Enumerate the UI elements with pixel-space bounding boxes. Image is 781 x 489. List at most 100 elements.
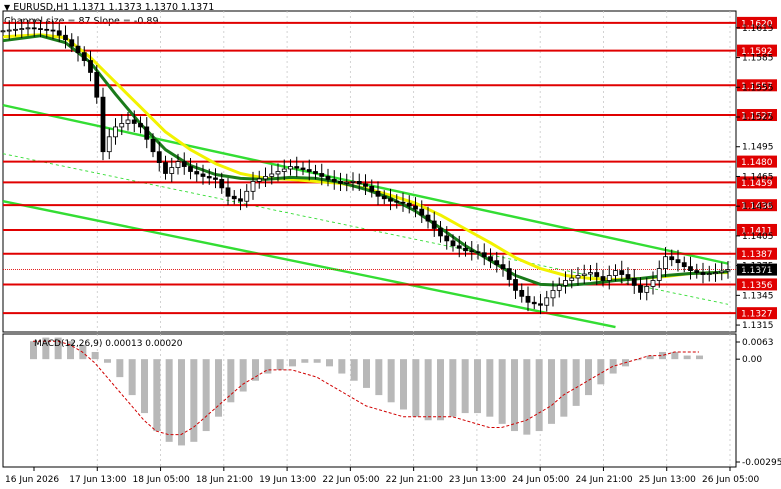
candle-body: [619, 270, 625, 275]
symbol-header: ▼ EURUSD,H1 1.1371 1.1373 1.1370 1.1371: [4, 2, 214, 13]
candle-body: [350, 181, 356, 183]
candle-body: [188, 166, 193, 172]
candle-body: [406, 202, 412, 207]
candle-body: [363, 183, 368, 187]
candle-body: [206, 176, 212, 179]
level-price-label: 1.1356: [741, 281, 773, 291]
candle-body: [694, 270, 700, 273]
macd-histogram-bar: [560, 359, 568, 417]
level-price-badge: [737, 307, 777, 320]
macd-histogram-bar: [338, 359, 346, 374]
macd-histogram-bar: [375, 359, 383, 396]
symbol-ohlc-text: EURUSD,H1 1.1371 1.1373 1.1370 1.1371: [13, 2, 215, 13]
macd-histogram-bar: [523, 359, 531, 435]
candle-body: [38, 28, 43, 30]
macd-histogram-bar: [141, 359, 148, 414]
macd-histogram-bar: [486, 359, 494, 417]
candle-body: [338, 181, 343, 184]
regression-channel: [2, 103, 729, 329]
macd-histogram-bar: [190, 359, 198, 442]
candle-body: [263, 176, 268, 180]
level-price-label: 1.1557: [741, 82, 773, 92]
candle-body: [181, 161, 187, 167]
macd-histogram-bar: [42, 337, 50, 360]
macd-histogram-bar: [511, 359, 518, 432]
candle-body: [713, 272, 718, 274]
candle-body: [225, 187, 231, 197]
macd-histogram-bar: [116, 359, 124, 378]
macd-histogram-bar: [289, 359, 296, 367]
candle-body: [69, 39, 75, 47]
price-axis-tick-label: 1.1495: [742, 143, 774, 153]
level-price-badge: [737, 44, 777, 57]
macd-histogram-bar: [252, 359, 259, 381]
macd-histogram-bar: [215, 359, 222, 417]
macd-histogram-bar: [104, 359, 111, 363]
candle-body: [688, 266, 693, 271]
macd-axis-tick-label: 0.00: [742, 355, 762, 365]
price-axis-tick-label: 1.1465: [742, 172, 774, 182]
candle-body: [100, 96, 106, 153]
macd-histogram-bar: [54, 337, 62, 360]
candle-body: [381, 195, 387, 200]
candle-body: [613, 270, 618, 276]
price-axis-tick-label: 1.1315: [742, 321, 774, 331]
level-price-label: 1.1620: [741, 19, 773, 29]
macd-histogram-bar: [276, 359, 284, 370]
candle-body: [481, 252, 487, 258]
candle-body: [650, 280, 656, 287]
candle-body: [488, 256, 493, 262]
level-price-label: 1.1527: [741, 112, 773, 122]
time-axis-label: 25 Jun 13:00: [639, 475, 696, 485]
candle-body: [319, 173, 325, 177]
candle-body: [250, 181, 256, 192]
candle-body: [500, 264, 506, 269]
macd-histogram-bar: [400, 359, 407, 410]
macd-histogram-bar: [301, 359, 309, 363]
price-axis-tick-label: 1.1585: [742, 54, 774, 64]
time-axis-label: 26 Jun 05:00: [702, 475, 759, 485]
price-axis-tick-label: 1.1345: [742, 291, 774, 301]
candle-body: [588, 272, 593, 275]
level-price-badge: [737, 16, 777, 29]
candle-body: [444, 235, 450, 242]
candle-body: [356, 181, 362, 185]
candle-body: [125, 119, 131, 124]
candle-body: [556, 285, 562, 291]
level-price-badge: [737, 223, 777, 236]
macd-histogram-bar: [67, 341, 74, 360]
macd-histogram-bar: [671, 351, 679, 360]
macd-histogram-bar: [350, 359, 358, 381]
support-resistance-levels: 1.16201.15921.15571.15271.14801.14591.14…: [3, 16, 777, 320]
candle-body: [475, 251, 481, 254]
macd-histogram-bar: [128, 359, 136, 396]
price-axis-tick-label: 1.1435: [742, 202, 774, 212]
time-axis-label: 22 Jun 21:00: [386, 475, 443, 485]
candle-body: [344, 181, 350, 184]
channel-info-text: Channel size = 87 Slope = -0.89: [4, 16, 159, 27]
level-price-badge: [737, 278, 777, 291]
macd-histogram-bar: [239, 359, 247, 392]
candle-body: [269, 173, 275, 177]
macd-histogram-bar: [449, 359, 457, 417]
macd-histogram-bar: [461, 359, 469, 414]
candle-body: [56, 30, 62, 36]
candle-body: [525, 295, 531, 303]
macd-histogram-bar: [437, 359, 444, 421]
candle-body: [575, 275, 581, 279]
level-price-label: 1.1592: [741, 47, 773, 57]
candle-body: [456, 245, 462, 249]
price-axis: 1.16151.15851.15551.15251.14951.14651.14…: [736, 24, 774, 331]
macd-histogram-bar: [165, 359, 173, 442]
price-axis-tick-label: 1.1555: [742, 83, 774, 93]
macd-histogram-bar: [572, 359, 580, 406]
candle-body: [50, 29, 56, 32]
macd-histogram-bar: [585, 359, 592, 396]
level-price-label: 1.1436: [741, 202, 773, 212]
current-price-badge: [737, 263, 777, 276]
candle-body: [388, 198, 393, 202]
candle-body: [463, 247, 468, 252]
candle-body: [313, 171, 318, 174]
macd-histogram-bar: [548, 359, 555, 424]
